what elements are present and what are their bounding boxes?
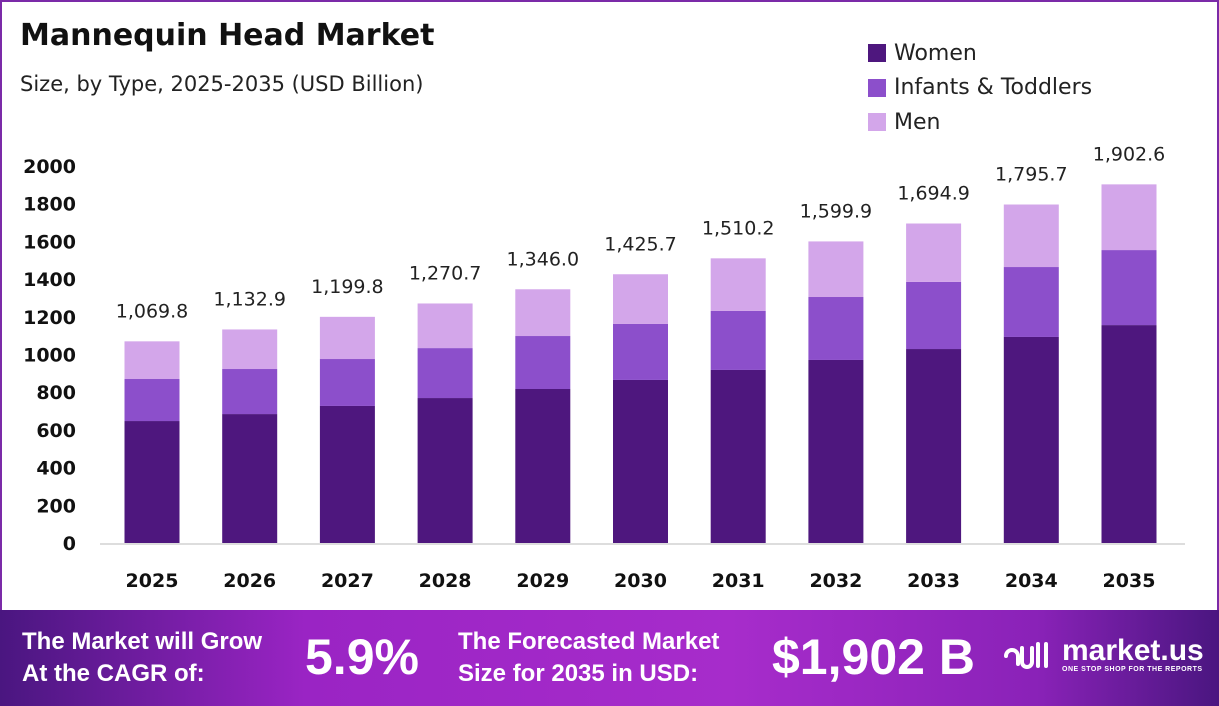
bar-segment-men	[515, 289, 571, 337]
bar-segment-men	[808, 241, 864, 298]
data-label: 1,599.9	[800, 200, 873, 222]
x-tick-label: 2026	[223, 570, 276, 592]
bar-segment-men	[710, 258, 766, 311]
bar-segment-men	[319, 316, 375, 360]
chart-subtitle: Size, by Type, 2025-2035 (USD Billion)	[20, 72, 424, 96]
bar-segment-infants-toddlers	[222, 369, 278, 415]
y-tick-label: 400	[36, 458, 76, 480]
forecast-label-line1: The Forecasted Market	[458, 628, 720, 655]
data-label: 1,694.9	[897, 183, 970, 205]
y-tick-label: 1400	[23, 269, 76, 291]
x-tick-label: 2035	[1103, 570, 1156, 592]
bar-segment-women	[906, 349, 962, 543]
bar-segment-women	[319, 405, 375, 543]
forecast-label: The Forecasted Market Size for 2035 in US…	[458, 626, 719, 690]
data-label: 1,132.9	[213, 288, 286, 310]
x-tick-label: 2033	[907, 570, 960, 592]
bar-segment-women	[1003, 336, 1059, 543]
bar-segment-infants-toddlers	[417, 348, 473, 399]
y-tick-label: 1000	[23, 345, 76, 367]
bar-chart: 0 200 400 600 800 1000 1200 1400 1600 1800 2000 1,0…	[23, 143, 1185, 592]
bar-segment-women	[124, 421, 180, 543]
y-tick-label: 1600	[23, 231, 76, 253]
logo-icon	[1004, 642, 1048, 669]
legend: Women Infants & Toddlers Men	[868, 36, 1092, 140]
bar-segment-infants-toddlers	[515, 336, 571, 389]
data-label: 1,425.7	[604, 233, 677, 255]
x-tick-label: 2029	[516, 570, 569, 592]
bar-segment-infants-toddlers	[1101, 250, 1157, 326]
bar-segment-men	[124, 341, 180, 380]
bar-segment-infants-toddlers	[613, 323, 668, 380]
cagr-value: 5.9%	[305, 629, 419, 685]
bar-segment-women	[515, 388, 571, 543]
data-label: 1,069.8	[116, 300, 189, 322]
cagr-label-line2: At the CAGR of:	[22, 660, 205, 687]
x-tick-label: 2032	[809, 570, 862, 592]
bar-segment-women	[222, 414, 278, 543]
forecast-label-line2: Size for 2035 in USD:	[458, 660, 699, 687]
market-us-logo: market.us ONE STOP SHOP FOR THE REPORTS	[1000, 634, 1204, 674]
bar-segment-men	[613, 274, 668, 324]
forecast-value: $1,902 B	[772, 629, 975, 685]
bar-segment-infants-toddlers	[906, 281, 962, 350]
y-tick-label: 1800	[23, 194, 76, 216]
bar-segment-men	[906, 223, 962, 282]
data-label: 1,270.7	[409, 262, 482, 284]
cagr-label: The Market will Grow At the CAGR of:	[22, 626, 262, 690]
data-label: 1,902.6	[1093, 143, 1166, 165]
bar-segment-infants-toddlers	[319, 359, 375, 406]
bar-segment-women	[613, 379, 668, 543]
bar-segment-women	[808, 359, 864, 543]
legend-item-infants: Infants & Toddlers	[868, 71, 1092, 106]
legend-item-men: Men	[868, 105, 1092, 140]
logo-name: market.us	[1062, 633, 1204, 667]
x-tick-label: 2025	[126, 570, 179, 592]
bar-segment-men	[417, 303, 473, 349]
data-label: 1,510.2	[702, 217, 775, 239]
legend-label: Women	[894, 40, 977, 66]
bar-segment-men	[1101, 184, 1157, 251]
y-tick-label: 200	[36, 495, 76, 517]
legend-item-women: Women	[868, 36, 1092, 71]
summary-banner: The Market will Grow At the CAGR of: 5.9%…	[0, 610, 1219, 706]
bar-segment-infants-toddlers	[808, 297, 864, 360]
x-tick-label: 2030	[614, 570, 667, 592]
legend-swatch	[868, 113, 886, 132]
data-label: 1,795.7	[995, 164, 1068, 186]
x-tick-label: 2031	[712, 570, 765, 592]
x-tick-label: 2028	[419, 570, 472, 592]
chart-title: Mannequin Head Market	[20, 18, 435, 53]
data-label: 1,199.8	[311, 276, 384, 298]
bar-segment-women	[417, 398, 473, 543]
bar-segment-men	[222, 329, 278, 370]
bar-segment-men	[1003, 204, 1059, 268]
x-tick-label: 2034	[1005, 570, 1058, 592]
y-tick-label: 800	[36, 382, 76, 404]
bar-segment-infants-toddlers	[710, 310, 766, 370]
cagr-label-line1: The Market will Grow	[22, 628, 263, 655]
y-tick-label: 1200	[23, 307, 76, 329]
y-tick-label: 600	[36, 420, 76, 442]
bar-segment-infants-toddlers	[1003, 267, 1059, 337]
legend-label: Infants & Toddlers	[894, 75, 1093, 101]
y-tick-label: 2000	[23, 156, 76, 178]
y-tick-label: 0	[63, 533, 76, 555]
bar-segment-women	[710, 369, 766, 543]
legend-label: Men	[894, 109, 941, 135]
legend-swatch	[868, 78, 886, 97]
x-tick-label: 2027	[321, 570, 374, 592]
bar-segment-women	[1101, 325, 1157, 543]
data-label: 1,346.0	[507, 248, 580, 270]
legend-swatch	[868, 44, 886, 63]
logo-tagline: ONE STOP SHOP FOR THE REPORTS	[1062, 665, 1203, 673]
bar-segment-infants-toddlers	[124, 379, 180, 422]
